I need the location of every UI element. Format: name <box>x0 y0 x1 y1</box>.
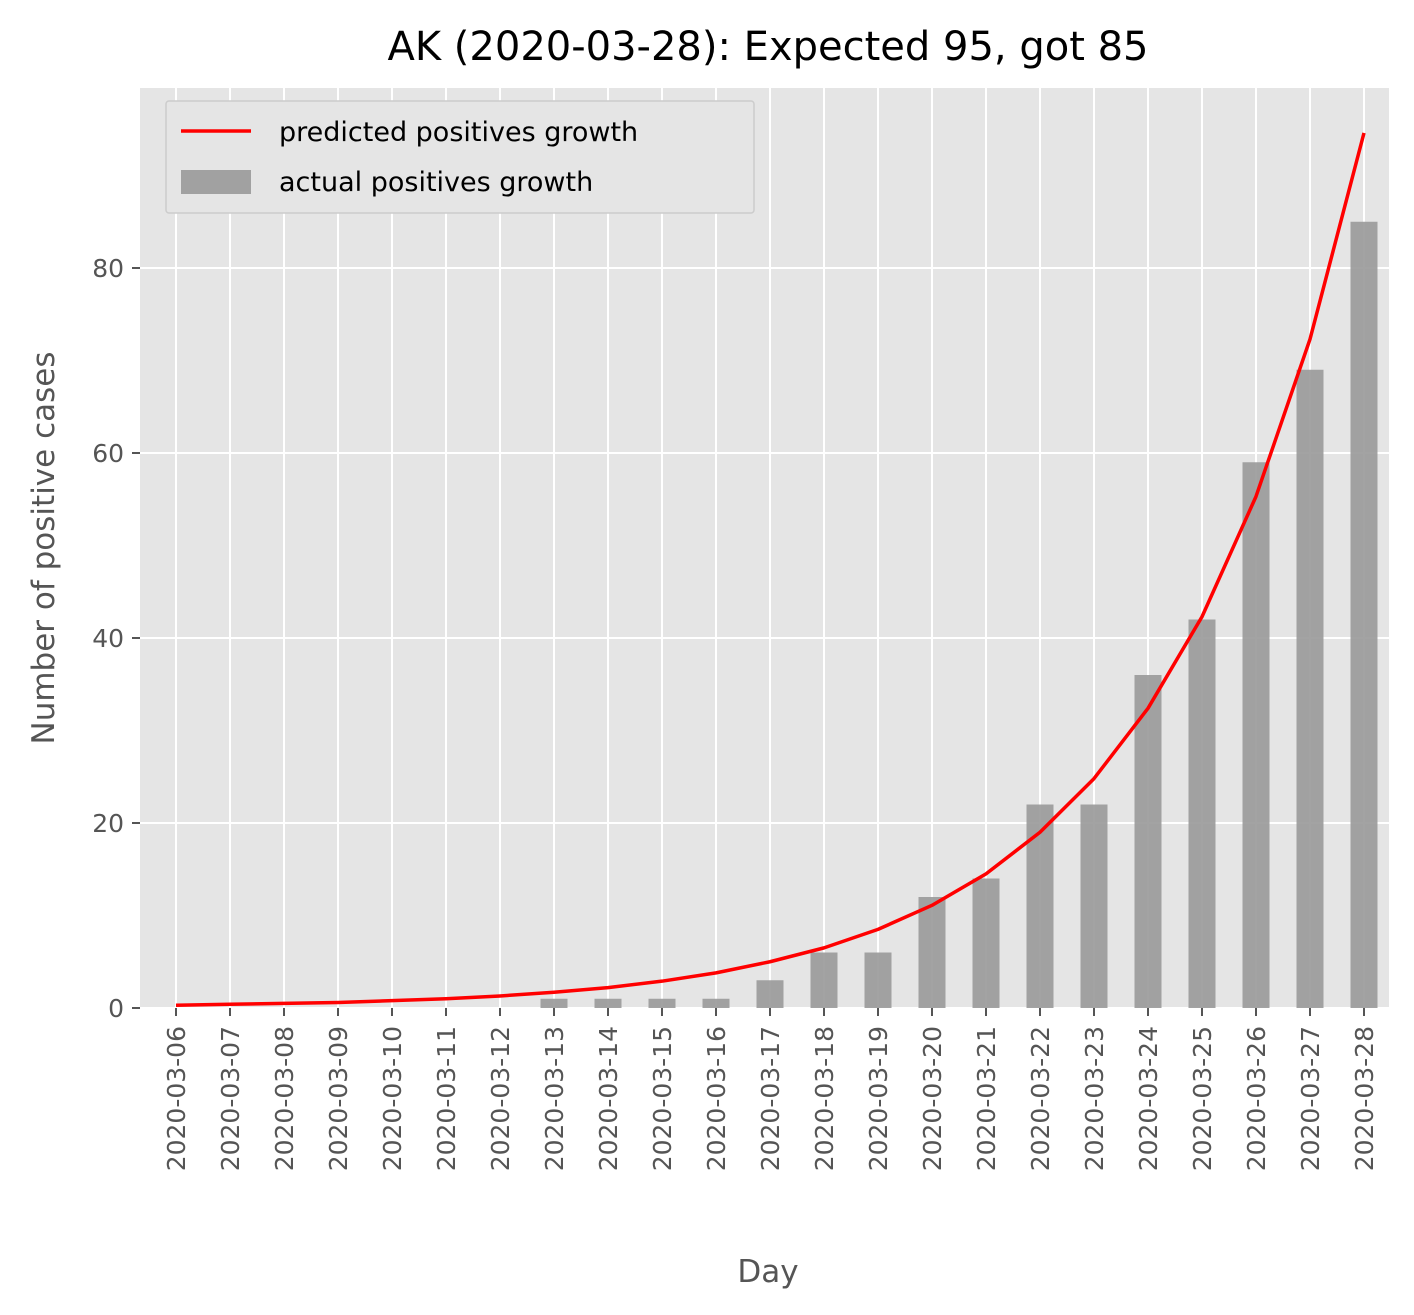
line-layer <box>175 132 1366 1007</box>
y-ticks: 0 20 40 60 80 <box>92 254 140 1023</box>
x-tick-label: 2020-03-25 <box>1188 1026 1217 1171</box>
plot-background <box>140 88 1389 1008</box>
x-tick-label: 2020-03-11 <box>432 1026 461 1171</box>
x-tick-label: 2020-03-23 <box>1080 1026 1109 1171</box>
bars <box>540 221 1378 1008</box>
bar <box>648 998 676 1008</box>
x-tick-label: 2020-03-26 <box>1242 1026 1271 1171</box>
x-tick-label: 2020-03-24 <box>1134 1026 1163 1171</box>
legend-label-predicted: predicted positives growth <box>279 117 638 148</box>
bar <box>540 998 568 1008</box>
x-tick-label: 2020-03-12 <box>486 1026 515 1171</box>
bar <box>1188 619 1216 1008</box>
x-tick-label: 2020-03-09 <box>324 1026 353 1171</box>
x-tick-label: 2020-03-22 <box>1026 1026 1055 1171</box>
bar <box>1080 804 1108 1008</box>
y-tick-label: 60 <box>92 439 124 468</box>
bar <box>1296 369 1324 1008</box>
x-ticks: 2020-03-06 2020-03-07 2020-03-08 2020-03-09… <box>162 1008 1379 1171</box>
legend-box <box>165 100 755 214</box>
legend: predicted positives growth actual positi… <box>165 100 755 214</box>
y-tick-label: 80 <box>92 254 124 283</box>
x-tick-label: 2020-03-17 <box>756 1026 785 1171</box>
x-tick-label: 2020-03-27 <box>1296 1026 1325 1171</box>
x-tick-label: 2020-03-20 <box>918 1026 947 1171</box>
chart-title: AK (2020-03-28): Expected 95, got 85 <box>388 24 1149 70</box>
x-tick-label: 2020-03-07 <box>216 1026 245 1171</box>
x-tick-label: 2020-03-08 <box>270 1026 299 1171</box>
x-tick-label: 2020-03-13 <box>540 1026 569 1171</box>
y-tick-label: 40 <box>92 624 124 653</box>
x-tick-label: 2020-03-19 <box>864 1026 893 1171</box>
predicted-line <box>175 132 1366 1007</box>
x-axis-label: Day <box>737 1254 798 1290</box>
bar <box>756 980 784 1008</box>
x-tick-label: 2020-03-15 <box>648 1026 677 1171</box>
bar <box>594 998 622 1008</box>
y-tick-label: 20 <box>92 809 124 838</box>
bar <box>702 998 730 1008</box>
x-tick-label: 2020-03-16 <box>702 1026 731 1171</box>
x-tick-label: 2020-03-21 <box>972 1026 1001 1171</box>
bar <box>972 878 1000 1008</box>
bar <box>1026 804 1054 1008</box>
x-tick-label: 2020-03-10 <box>378 1026 407 1171</box>
bar <box>864 952 892 1008</box>
y-axis-label: Number of positive cases <box>26 352 62 745</box>
x-tick-label: 2020-03-28 <box>1350 1026 1379 1171</box>
bar <box>1134 675 1162 1008</box>
bar <box>810 952 838 1008</box>
legend-label-actual: actual positives growth <box>279 167 593 198</box>
x-tick-label: 2020-03-18 <box>810 1026 839 1171</box>
bar <box>1242 462 1270 1008</box>
legend-bar-swatch <box>181 170 251 194</box>
x-tick-label: 2020-03-06 <box>162 1026 191 1171</box>
bar <box>1350 221 1378 1008</box>
x-tick-label: 2020-03-14 <box>594 1026 623 1171</box>
bar <box>918 897 946 1008</box>
y-tick-label: 0 <box>108 994 124 1023</box>
